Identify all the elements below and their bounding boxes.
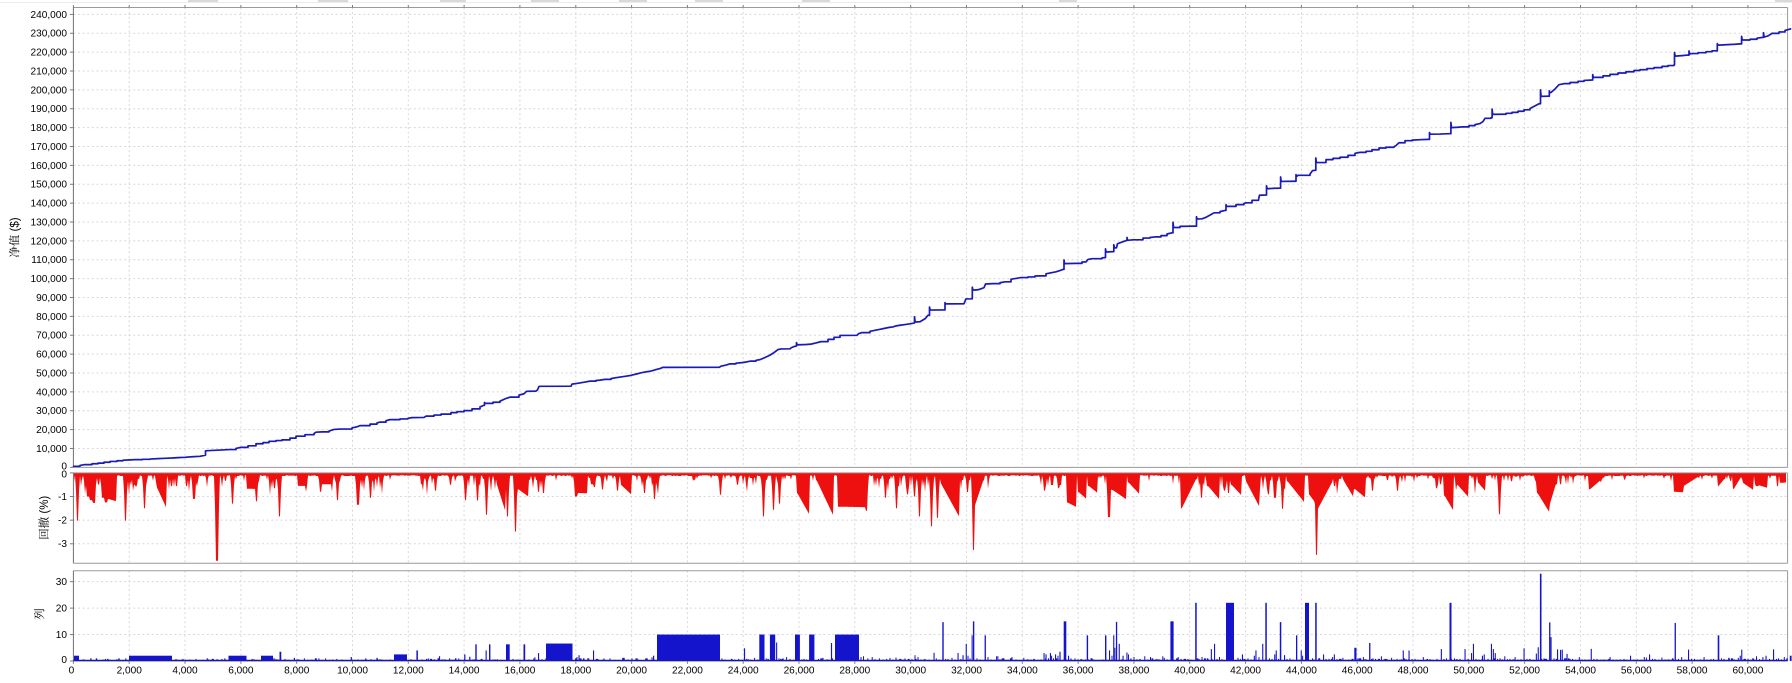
svg-text:30: 30 — [56, 577, 68, 588]
svg-text:56,000: 56,000 — [1621, 666, 1652, 677]
svg-text:-3: -3 — [58, 539, 67, 550]
svg-text:40,000: 40,000 — [36, 387, 67, 398]
svg-text:20: 20 — [56, 604, 68, 615]
svg-text:210,000: 210,000 — [31, 66, 68, 77]
svg-text:10,000: 10,000 — [36, 444, 67, 455]
svg-text:32,000: 32,000 — [951, 666, 982, 677]
svg-text:22,000: 22,000 — [672, 666, 703, 677]
svg-text:0: 0 — [61, 461, 67, 472]
svg-text:46,000: 46,000 — [1342, 666, 1373, 677]
svg-text:18,000: 18,000 — [560, 666, 591, 677]
svg-text:58,000: 58,000 — [1677, 666, 1708, 677]
svg-text:110,000: 110,000 — [31, 255, 67, 266]
svg-text:60,000: 60,000 — [36, 350, 67, 361]
svg-text:0: 0 — [61, 655, 67, 666]
svg-text:220,000: 220,000 — [31, 48, 68, 59]
svg-text:12,000: 12,000 — [393, 666, 424, 677]
svg-text:50,000: 50,000 — [36, 368, 67, 379]
svg-text:0: 0 — [69, 666, 75, 677]
svg-text:34,000: 34,000 — [1007, 666, 1038, 677]
svg-text:2,000: 2,000 — [117, 666, 143, 677]
svg-text:180,000: 180,000 — [31, 123, 68, 134]
svg-text:42,000: 42,000 — [1230, 666, 1261, 677]
svg-text:230,000: 230,000 — [31, 29, 68, 40]
svg-text:20,000: 20,000 — [36, 425, 67, 436]
svg-text:6,000: 6,000 — [228, 666, 254, 677]
svg-text:24,000: 24,000 — [728, 666, 759, 677]
svg-text:190,000: 190,000 — [31, 104, 68, 115]
svg-text:200,000: 200,000 — [31, 85, 68, 96]
svg-text:150,000: 150,000 — [31, 180, 68, 191]
svg-text:28,000: 28,000 — [839, 666, 870, 677]
svg-text:52,000: 52,000 — [1509, 666, 1540, 677]
svg-text:8,000: 8,000 — [284, 666, 310, 677]
svg-text:($): ($) — [10, 217, 22, 234]
svg-text:14,000: 14,000 — [449, 666, 480, 677]
svg-text:44,000: 44,000 — [1286, 666, 1317, 677]
svg-text:90,000: 90,000 — [36, 293, 67, 304]
svg-text:16,000: 16,000 — [504, 666, 535, 677]
svg-text:130,000: 130,000 — [31, 217, 68, 228]
svg-text:50,000: 50,000 — [1453, 666, 1484, 677]
svg-text:36,000: 36,000 — [1063, 666, 1094, 677]
svg-text:-2: -2 — [58, 516, 67, 527]
svg-text:38,000: 38,000 — [1118, 666, 1149, 677]
svg-text:80,000: 80,000 — [36, 312, 67, 323]
svg-text:30,000: 30,000 — [895, 666, 926, 677]
svg-text:40,000: 40,000 — [1174, 666, 1205, 677]
svg-text:140,000: 140,000 — [31, 199, 68, 210]
svg-text:120,000: 120,000 — [31, 236, 68, 247]
svg-text:170,000: 170,000 — [31, 142, 68, 153]
svg-text:160,000: 160,000 — [31, 161, 68, 172]
svg-text:10: 10 — [56, 630, 68, 641]
svg-text:70,000: 70,000 — [36, 331, 67, 342]
svg-text:4,000: 4,000 — [172, 666, 198, 677]
svg-text:(%): (%) — [39, 496, 51, 517]
svg-text:54,000: 54,000 — [1565, 666, 1596, 677]
svg-text:20,000: 20,000 — [616, 666, 647, 677]
svg-text:100,000: 100,000 — [31, 274, 68, 285]
svg-text:60,000: 60,000 — [1732, 666, 1763, 677]
svg-text:30,000: 30,000 — [36, 406, 67, 417]
svg-text:-1: -1 — [58, 492, 67, 503]
svg-text:48,000: 48,000 — [1398, 666, 1429, 677]
svg-text:26,000: 26,000 — [784, 666, 815, 677]
svg-text:240,000: 240,000 — [31, 10, 68, 21]
svg-text:0: 0 — [61, 469, 67, 480]
svg-text:10,000: 10,000 — [337, 666, 368, 677]
